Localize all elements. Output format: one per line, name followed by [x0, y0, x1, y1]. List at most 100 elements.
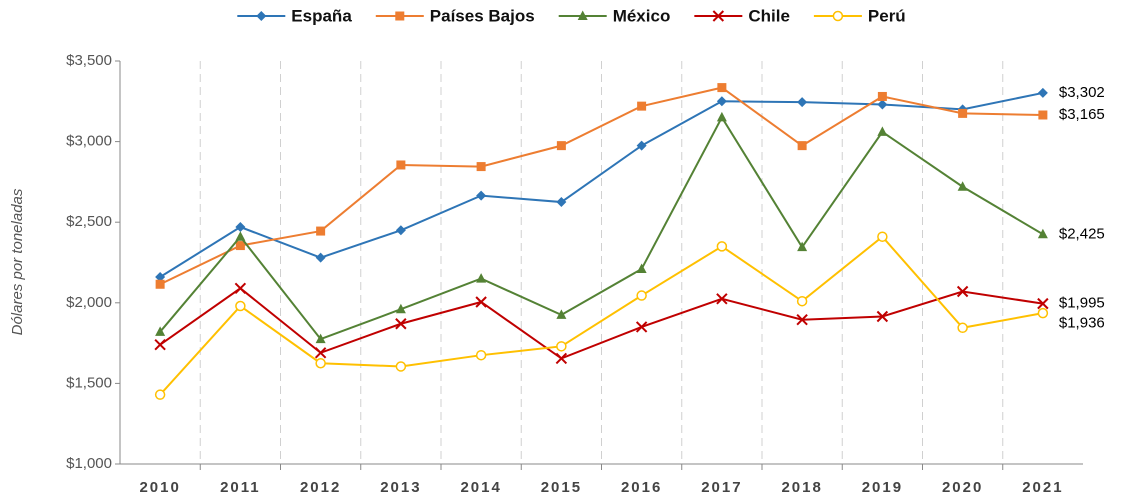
data-point [796, 314, 808, 326]
legend-item: Chile [694, 6, 790, 25]
x-tick-label: 2016 [621, 479, 662, 496]
legend-marker [577, 10, 588, 20]
data-label: $1,936 [1059, 315, 1105, 332]
data-point [316, 226, 326, 236]
x-tick-label: 2021 [1022, 479, 1063, 496]
data-point [716, 96, 727, 107]
data-point [314, 347, 327, 359]
data-point [155, 272, 166, 283]
data-label: $1,995 [1059, 295, 1105, 312]
data-point [1038, 110, 1048, 120]
data-point [235, 241, 245, 251]
data-point [797, 241, 808, 252]
data-point [475, 296, 487, 308]
data-point [476, 273, 487, 283]
data-point [556, 141, 566, 151]
legend-item: España [237, 6, 352, 25]
legend-label: México [613, 6, 671, 25]
data-point [716, 241, 728, 252]
data-point [155, 279, 165, 289]
data-point [957, 322, 968, 334]
data-point [395, 225, 406, 236]
data-point [315, 252, 326, 263]
data-point [877, 99, 888, 110]
legend-marker [395, 11, 405, 21]
x-tick-label: 2013 [380, 479, 421, 496]
data-point [637, 101, 647, 111]
y-axis-label: Dólares por toneladas [9, 188, 26, 335]
data-point [1037, 87, 1048, 98]
x-tick-label: 2020 [942, 479, 983, 496]
data-label: $2,425 [1059, 225, 1105, 242]
data-point [797, 97, 808, 108]
data-point [717, 83, 727, 93]
legend-item: México [558, 6, 671, 25]
data-point [475, 349, 487, 361]
data-point [877, 91, 887, 101]
data-point [716, 111, 727, 122]
data-point [957, 181, 968, 191]
data-point [315, 358, 326, 369]
data-point [555, 352, 568, 365]
x-tick-label: 2014 [460, 479, 501, 496]
x-tick-label: 2019 [862, 479, 903, 496]
data-label: $3,165 [1059, 106, 1105, 123]
series-line [159, 86, 1043, 286]
data-point [636, 263, 647, 273]
data-point [636, 290, 647, 301]
data-point [796, 295, 808, 307]
data-point [155, 326, 166, 336]
data-point [797, 141, 807, 151]
data-point [235, 231, 246, 241]
y-tick-label: $2,500 [66, 213, 112, 230]
y-tick-label: $1,000 [66, 455, 112, 472]
legend-label: España [291, 6, 352, 25]
data-point [956, 285, 969, 298]
data-point [315, 333, 326, 344]
x-tick-label: 2017 [701, 479, 742, 496]
data-point [234, 282, 247, 294]
x-tick-label: 2010 [139, 479, 180, 496]
x-tick-label: 2012 [300, 479, 341, 496]
legend-label: Perú [868, 6, 906, 25]
data-point [556, 341, 567, 352]
data-point [556, 197, 567, 208]
data-point [235, 222, 246, 233]
legend-item: Perú [813, 6, 906, 25]
data-point [636, 140, 647, 151]
data-point [635, 321, 648, 333]
legend-marker [712, 10, 725, 22]
legend-marker [256, 11, 267, 21]
data-point [235, 300, 246, 312]
data-point [1037, 307, 1049, 319]
data-point [716, 293, 728, 305]
series-line [159, 235, 1044, 396]
legend-label: Chile [748, 6, 790, 25]
data-point [396, 160, 406, 170]
data-label: $3,302 [1059, 84, 1105, 101]
data-point [876, 310, 889, 323]
data-point [958, 108, 968, 118]
data-point [877, 126, 888, 136]
y-tick-label: $3,500 [66, 52, 112, 69]
data-point [395, 303, 406, 314]
legend-label: Países Bajos [430, 6, 535, 25]
data-point [877, 231, 888, 242]
data-point [395, 361, 407, 372]
data-point [476, 190, 487, 201]
series-line [159, 115, 1044, 341]
data-point [1037, 228, 1048, 239]
legend: España Países Bajos México Chile Perú [237, 6, 906, 25]
data-point [395, 318, 407, 330]
series-line [159, 287, 1044, 360]
y-tick-label: $2,000 [66, 294, 112, 311]
data-point [154, 339, 166, 351]
data-point [154, 389, 166, 400]
y-tick-label: $3,000 [66, 133, 112, 150]
series-line [159, 91, 1044, 278]
x-tick-label: 2015 [541, 479, 582, 496]
x-tick-label: 2011 [220, 479, 261, 496]
legend-item: Países Bajos [375, 6, 535, 25]
data-point [556, 309, 567, 319]
